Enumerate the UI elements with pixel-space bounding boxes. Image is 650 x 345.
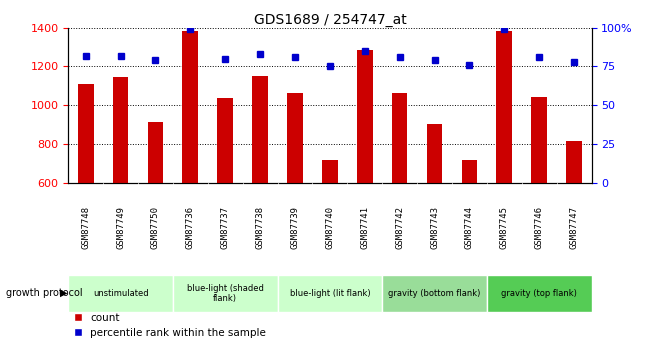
Bar (357, 50, 372, 183)
Bar (112, 77, 129, 183)
FancyBboxPatch shape (487, 275, 592, 312)
Text: GSM87740: GSM87740 (326, 206, 334, 249)
Bar (392, 92, 408, 183)
Text: GSM87742: GSM87742 (395, 206, 404, 249)
Text: unstimulated: unstimulated (93, 289, 148, 298)
FancyBboxPatch shape (68, 275, 173, 312)
Text: ▶: ▶ (60, 288, 68, 298)
Text: GSM87738: GSM87738 (255, 206, 265, 249)
Bar (183, 31, 198, 183)
Text: GSM87745: GSM87745 (500, 206, 509, 249)
Text: growth protocol: growth protocol (6, 288, 83, 298)
Text: GSM87750: GSM87750 (151, 206, 160, 249)
Bar (566, 141, 582, 183)
Text: gravity (top flank): gravity (top flank) (501, 289, 577, 298)
Text: GSM87737: GSM87737 (221, 206, 229, 249)
Bar (426, 124, 443, 183)
Text: GSM87741: GSM87741 (360, 206, 369, 249)
Legend: count, percentile rank within the sample: count, percentile rank within the sample (73, 313, 266, 338)
Bar (78, 84, 94, 183)
FancyBboxPatch shape (278, 275, 382, 312)
Text: GSM87739: GSM87739 (291, 206, 300, 249)
Bar (462, 159, 477, 183)
Bar (252, 76, 268, 183)
Text: GSM87749: GSM87749 (116, 206, 125, 249)
Text: GSM87743: GSM87743 (430, 206, 439, 249)
FancyBboxPatch shape (382, 275, 487, 312)
Text: GSM87746: GSM87746 (535, 206, 543, 249)
Bar (322, 159, 338, 183)
Text: GSM87744: GSM87744 (465, 206, 474, 249)
Bar (148, 122, 163, 183)
Text: GSM87747: GSM87747 (569, 206, 578, 249)
Bar (497, 31, 512, 183)
Text: blue-light (lit flank): blue-light (lit flank) (289, 289, 370, 298)
Text: gravity (bottom flank): gravity (bottom flank) (388, 289, 481, 298)
Bar (531, 97, 547, 183)
Text: GSM87736: GSM87736 (186, 206, 195, 249)
Text: GSM87748: GSM87748 (81, 206, 90, 249)
Title: GDS1689 / 254747_at: GDS1689 / 254747_at (254, 12, 406, 27)
FancyBboxPatch shape (173, 275, 278, 312)
Text: blue-light (shaded
flank): blue-light (shaded flank) (187, 284, 264, 303)
Bar (217, 98, 233, 183)
Bar (287, 92, 303, 183)
